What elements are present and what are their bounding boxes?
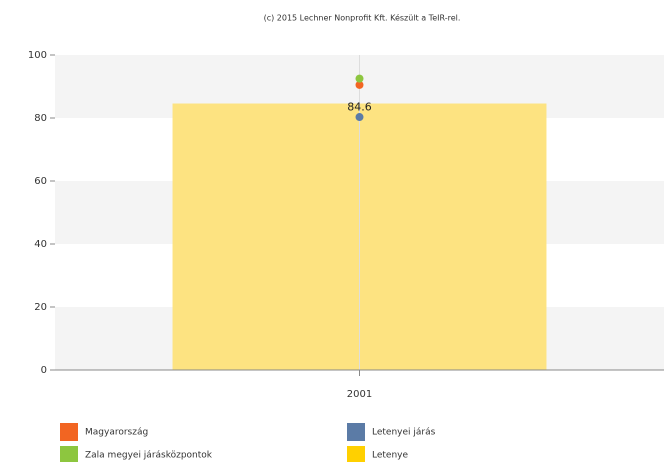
legend-swatch — [60, 446, 78, 462]
chart-title: (c) 2015 Lechner Nonprofit Kft. Készült … — [264, 13, 461, 23]
y-tick-label: 20 — [34, 302, 47, 313]
legend-swatch — [347, 446, 365, 462]
legend-label: Letenye — [372, 451, 408, 461]
x-tick-label: 2001 — [347, 389, 372, 400]
data-label: 84.6 — [347, 101, 372, 114]
point — [355, 113, 364, 122]
y-tick-label: 80 — [34, 113, 47, 124]
point — [355, 80, 364, 89]
y-tick-label: 100 — [28, 50, 47, 61]
point — [355, 74, 364, 83]
y-tick-label: 60 — [34, 176, 47, 187]
y-tick-label: 0 — [41, 365, 47, 376]
legend-label: Zala megyei járásközpontok — [85, 451, 213, 461]
legend-swatch — [60, 423, 78, 441]
y-tick-label: 40 — [34, 239, 47, 250]
legend-label: Letenyei járás — [372, 428, 436, 438]
legend-label: Magyarország — [85, 428, 148, 438]
legend-swatch — [347, 423, 365, 441]
